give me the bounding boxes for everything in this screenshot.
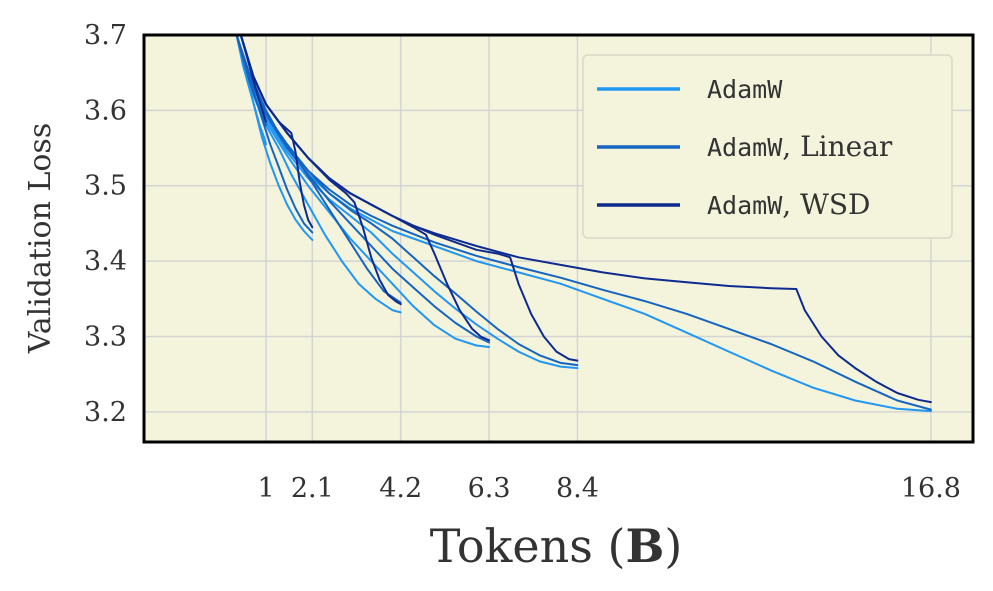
legend-label: AdamW bbox=[707, 133, 783, 162]
plot-frame bbox=[142, 33, 975, 444]
x-tick-label: 1 bbox=[257, 473, 274, 504]
y-tick-label: 3.3 bbox=[84, 321, 127, 352]
legend-entry: AdamW bbox=[707, 75, 783, 104]
legend-box bbox=[582, 54, 953, 239]
y-tick-label: 3.5 bbox=[84, 171, 127, 202]
series-line bbox=[235, 35, 579, 370]
x-axis-close-paren: ) bbox=[664, 519, 682, 573]
x-tick-label: 2.1 bbox=[291, 473, 334, 504]
x-tick-label: 8.4 bbox=[556, 473, 599, 504]
legend-label: AdamW bbox=[707, 191, 783, 220]
series-line bbox=[235, 35, 932, 411]
y-tick-label: 3.2 bbox=[84, 397, 127, 428]
x-tick-label: 16.8 bbox=[901, 473, 961, 504]
y-tick-label: 3.4 bbox=[84, 246, 127, 277]
x-axis-title: Tokens (B) bbox=[430, 519, 683, 573]
x-axis-title-prefix: Tokens bbox=[430, 519, 593, 573]
legend-label: AdamW bbox=[707, 75, 783, 104]
x-tick-label: 4.2 bbox=[379, 473, 422, 504]
y-tick-labels: 3.2 3.3 3.4 3.5 3.6 3.7 bbox=[84, 20, 127, 428]
y-axis-title: Validation Loss bbox=[23, 123, 58, 354]
series-line bbox=[235, 35, 314, 241]
series-line bbox=[235, 35, 579, 367]
series-group bbox=[235, 35, 932, 413]
legend-suffix: , Linear bbox=[782, 130, 893, 163]
series-line bbox=[235, 35, 402, 304]
x-axis-open-paren: ( bbox=[593, 519, 626, 573]
y-tick-label: 3.7 bbox=[84, 20, 127, 51]
series-line bbox=[235, 35, 491, 348]
y-tick-label: 3.6 bbox=[84, 95, 127, 126]
x-axis-unit: B bbox=[625, 519, 664, 573]
legend-suffix: , WSD bbox=[782, 188, 870, 221]
x-tick-labels: 1 2.1 4.2 6.3 8.4 16.8 bbox=[257, 473, 961, 504]
series-line bbox=[239, 35, 932, 404]
legend-entry: AdamW, WSD bbox=[707, 188, 870, 221]
x-tick-label: 6.3 bbox=[468, 473, 511, 504]
legend-entry: AdamW, Linear bbox=[707, 130, 893, 163]
